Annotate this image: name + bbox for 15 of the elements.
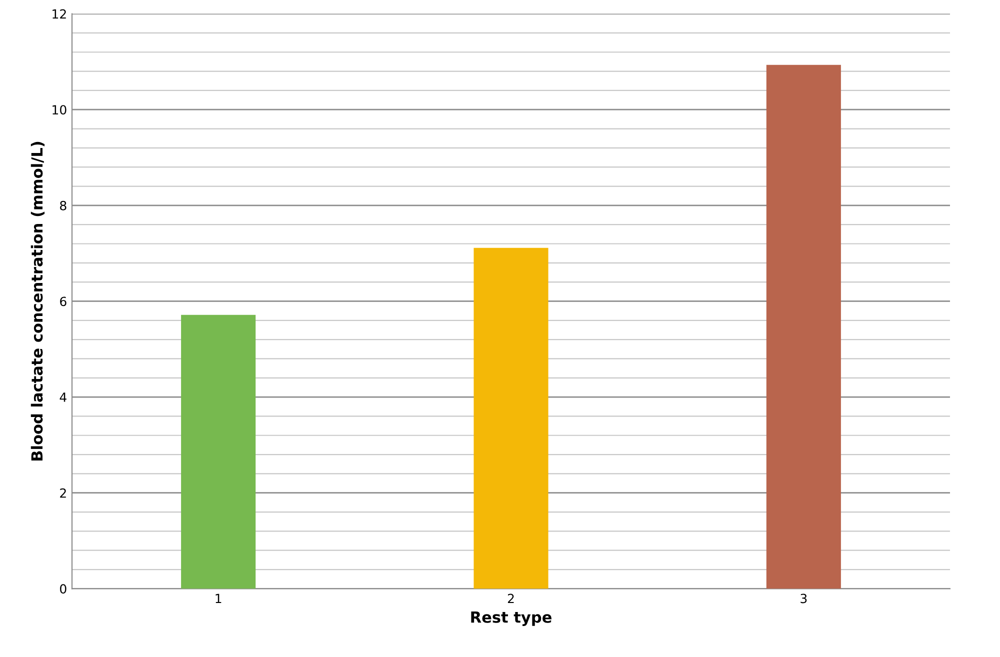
- x-tick-label: 1: [216, 594, 222, 604]
- bar: [474, 248, 548, 589]
- y-tick-label: 8: [60, 200, 66, 210]
- x-tick-label: 3: [800, 594, 807, 604]
- y-tick-label: 4: [60, 392, 66, 402]
- y-tick-label: 6: [60, 296, 66, 306]
- x-axis-title: Rest type: [471, 612, 552, 626]
- x-tick-label: 2: [508, 594, 514, 604]
- y-tick-label: 10: [52, 105, 66, 115]
- bar: [181, 314, 256, 589]
- y-tick-label: 0: [60, 584, 66, 594]
- bar: [766, 64, 841, 589]
- y-tick-label: 2: [60, 488, 66, 498]
- y-axis-title: Blood lactate concentration (mmol/L): [30, 142, 45, 460]
- y-tick-label: 12: [52, 9, 66, 19]
